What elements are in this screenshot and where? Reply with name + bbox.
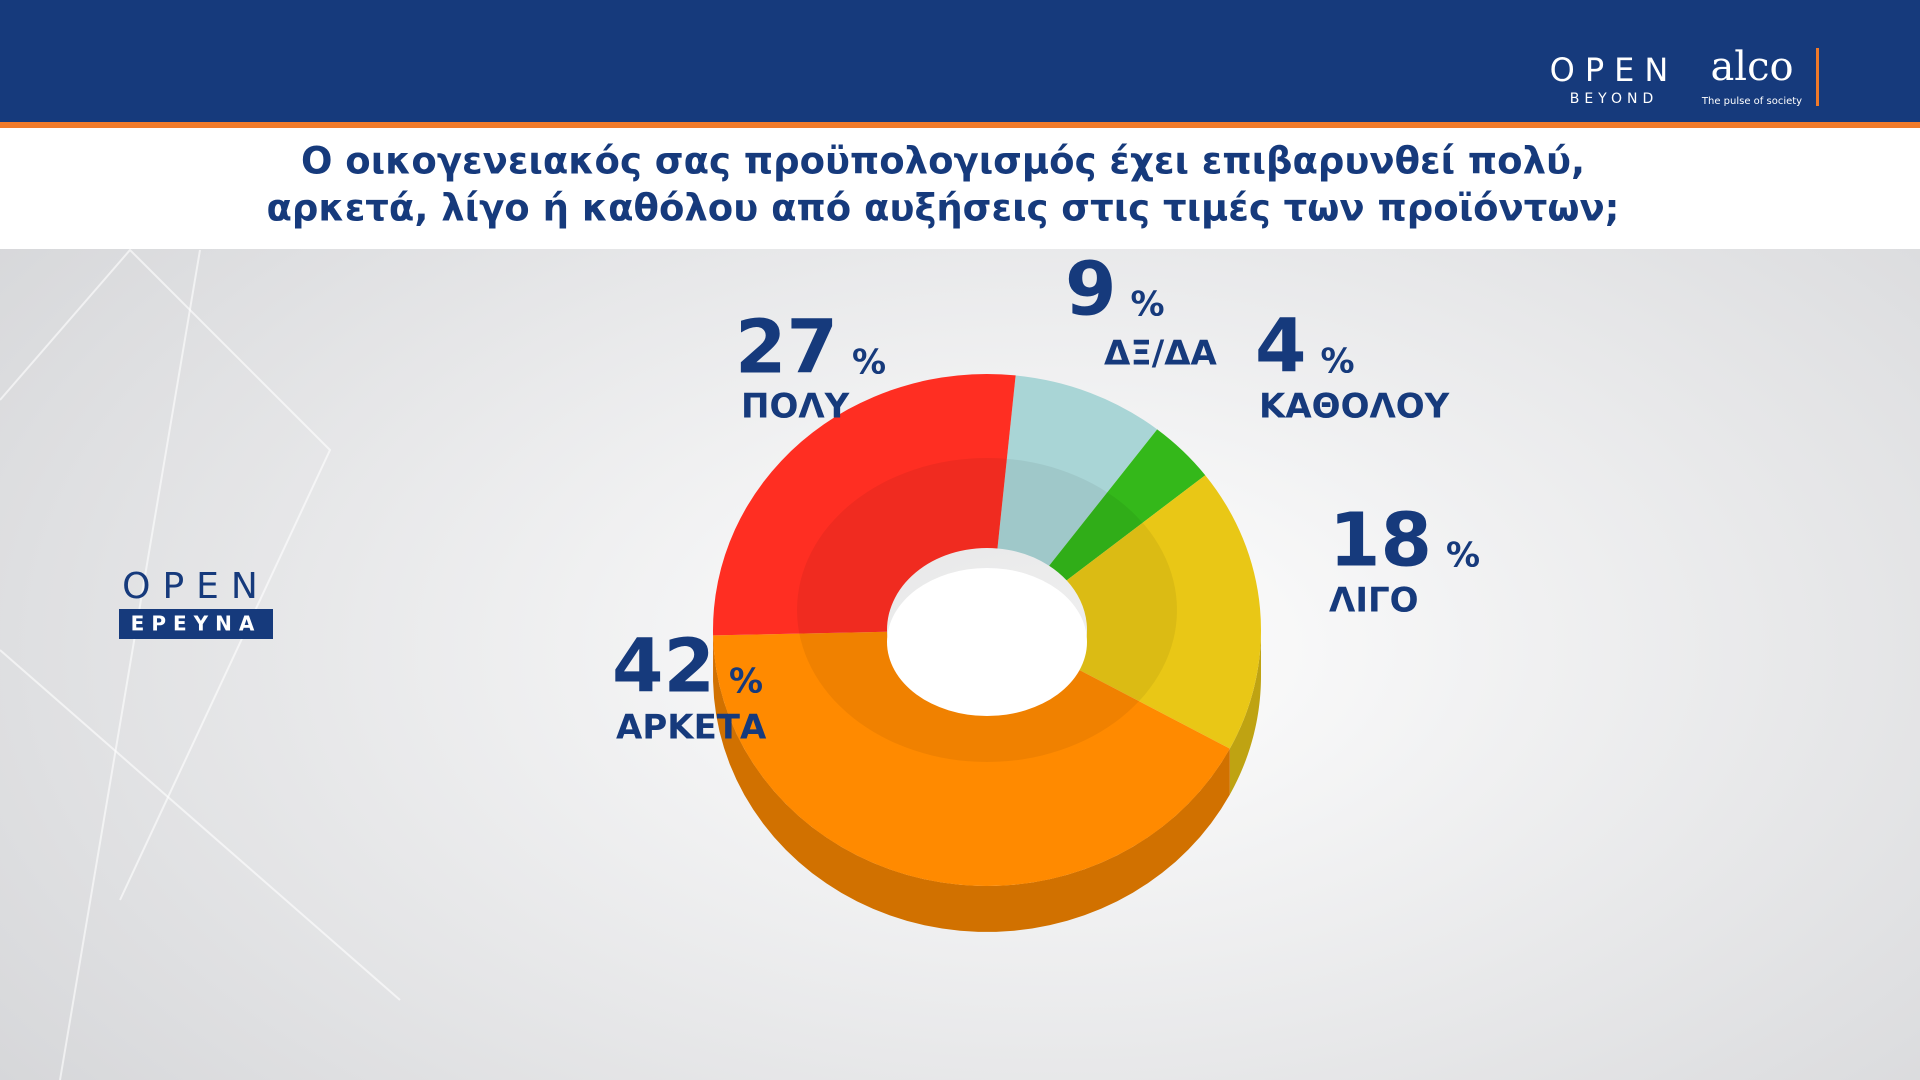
value-label: 4 — [1255, 304, 1307, 390]
slice — [713, 631, 1230, 886]
header-logo: OPEN — [1550, 51, 1679, 89]
header-bar — [0, 0, 1920, 122]
slice — [713, 373, 1016, 636]
value-unit: % — [1446, 536, 1480, 576]
decor-lines — [0, 248, 401, 1080]
pie — [713, 373, 1261, 932]
category-label: ΚΑΘΟΛΟΥ — [1259, 387, 1450, 427]
header-accent — [0, 122, 1920, 128]
side-logo: OPEN — [122, 566, 270, 607]
partner-tagline: The pulse of society — [1701, 96, 1802, 107]
side-logo-box — [119, 609, 273, 639]
partner-logo: alco — [1710, 44, 1793, 90]
hole — [887, 568, 1087, 716]
chart-title: αρκετά, λίγο ή καθόλου από αυξήσεις στις… — [267, 187, 1620, 230]
value-label: 9 — [1065, 247, 1117, 333]
slice-side — [1229, 630, 1261, 795]
category-label: ΛΙΓΟ — [1329, 581, 1419, 621]
partner-divider — [1816, 48, 1819, 106]
slice — [1066, 475, 1261, 749]
value-unit: % — [1131, 285, 1165, 325]
value-unit: % — [1321, 342, 1355, 382]
category-label: ΑΡΚΕΤΑ — [616, 708, 767, 748]
title-band — [0, 128, 1920, 249]
slice — [1049, 429, 1206, 581]
value-label: 42 — [612, 624, 715, 710]
value-label: 27 — [735, 305, 838, 391]
value-label: 18 — [1329, 498, 1432, 584]
category-label: ΔΞ/ΔΑ — [1104, 334, 1218, 374]
category-label: ΠΟΛΥ — [741, 387, 850, 427]
side-logo-sub: ΕΡΕΥΝΑ — [131, 612, 262, 636]
header-logo-sub: BEYOND — [1570, 91, 1659, 107]
slice — [997, 375, 1158, 566]
value-unit: % — [729, 662, 763, 702]
chart-title: Ο οικογενειακός σας προϋπολογισμός έχει … — [301, 140, 1585, 183]
slice-side — [713, 635, 1230, 932]
value-unit: % — [852, 343, 886, 383]
